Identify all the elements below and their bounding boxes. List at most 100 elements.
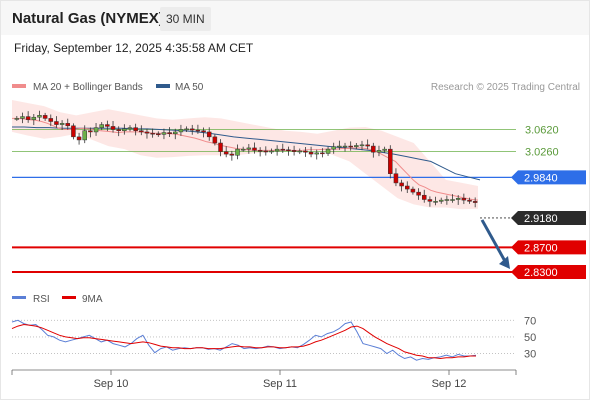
level-label-1: 3.0260 <box>525 147 559 159</box>
candle-body-bearish <box>416 191 421 196</box>
candle-body-bearish <box>399 182 404 187</box>
candle-body-bullish <box>331 146 336 150</box>
x-tick-label-0: Sep 10 <box>94 378 129 390</box>
candle-body-bearish <box>308 151 314 155</box>
forecast-arrow-head <box>499 256 510 269</box>
level-label-3: 2.9180 <box>524 213 558 225</box>
candle <box>376 145 382 157</box>
candle-body-bullish <box>359 144 365 147</box>
candle-body-bearish <box>371 145 376 153</box>
candle-body-bullish <box>246 147 252 150</box>
timeframe-badge[interactable]: 30 MIN <box>160 7 211 31</box>
rsi-legend-swatch <box>12 296 26 299</box>
candle <box>269 148 274 155</box>
level-tag-3 <box>511 210 586 225</box>
rsi-tick-2: 30 <box>524 349 536 361</box>
candle <box>127 125 133 132</box>
candle-body-bearish <box>25 116 31 120</box>
candle-body-bearish <box>88 130 93 133</box>
candle <box>455 195 461 205</box>
candle-body-bearish <box>303 150 308 153</box>
candle-body-bearish <box>229 153 235 156</box>
candle-body-bullish <box>382 148 387 151</box>
candle <box>416 188 421 200</box>
candle-body-bullish <box>240 148 246 151</box>
candle-body-bearish <box>257 150 263 152</box>
candle <box>206 127 212 141</box>
candle-body-bearish <box>467 199 472 202</box>
level-labels-layer: 3.0620 3.0260 2.9840 2.9180 2.8700 2.8300 <box>511 124 586 279</box>
candle <box>105 120 110 132</box>
candle <box>461 193 467 205</box>
candle <box>14 115 20 121</box>
candle <box>410 186 416 195</box>
candle-body-bullish <box>376 150 382 153</box>
candle <box>472 197 478 208</box>
candle <box>320 148 325 158</box>
candle-body-bearish <box>365 144 370 147</box>
candle <box>71 123 76 140</box>
candle-body-bullish <box>450 199 455 201</box>
credit-text: Research © 2025 Trading Central <box>431 82 580 93</box>
ma50-legend-label: MA 50 <box>175 82 204 93</box>
candle <box>189 124 195 135</box>
bollinger-band <box>12 100 478 210</box>
candle <box>337 140 342 150</box>
candle-body-bearish <box>48 118 54 122</box>
candle-body-bullish <box>37 115 42 118</box>
candle-body-bearish <box>223 151 229 155</box>
candle-body-bullish <box>59 123 65 125</box>
candle-body-bearish <box>144 131 150 134</box>
candle-body-bullish <box>235 148 240 156</box>
candle-body-bearish <box>133 127 138 131</box>
candle-body-bearish <box>65 123 71 127</box>
candle <box>257 147 263 157</box>
candle <box>286 146 291 156</box>
candle <box>31 114 37 126</box>
candle <box>297 148 303 155</box>
x-tick-label-2: Sep 12 <box>432 378 467 390</box>
candle <box>274 145 280 156</box>
candle <box>65 118 71 130</box>
level-label-4: 2.8700 <box>524 242 558 254</box>
candle-body-bullish <box>297 150 303 153</box>
candle-body-bearish <box>212 136 218 144</box>
candle-body-bullish <box>274 148 280 152</box>
rsi-tick-0: 70 <box>524 315 536 327</box>
candle <box>42 112 48 121</box>
candle-body-bullish <box>82 130 87 141</box>
candle-body-bullish <box>127 127 133 130</box>
candle <box>427 196 433 207</box>
candle-body-bullish <box>184 128 189 131</box>
ma9-legend-swatch <box>62 296 76 299</box>
candle <box>382 146 387 153</box>
candle <box>303 147 308 157</box>
candle-body-bearish <box>263 150 269 153</box>
candle <box>167 127 172 137</box>
candle <box>156 131 161 137</box>
candle-body-bullish <box>433 201 438 203</box>
candle-body-bearish <box>110 126 116 130</box>
candle <box>314 149 319 160</box>
candle <box>399 179 404 192</box>
rsi-line <box>11 319 477 361</box>
candle <box>20 112 25 124</box>
candle <box>82 125 87 144</box>
candle <box>54 116 59 128</box>
candle-body-bullish <box>14 118 20 120</box>
candle-body-bearish <box>71 125 76 138</box>
candle-body-bullish <box>325 148 331 154</box>
x-tick-label-1: Sep 11 <box>263 378 297 390</box>
candle <box>263 146 269 156</box>
candle <box>25 111 31 123</box>
candle-body-bullish <box>337 145 342 148</box>
candle-body-bearish <box>388 148 393 174</box>
candle <box>93 122 99 136</box>
candle-body-bearish <box>427 199 433 202</box>
candle <box>144 128 150 139</box>
candle <box>59 120 65 130</box>
candle <box>240 146 246 152</box>
candle <box>438 197 444 204</box>
candle <box>229 150 235 161</box>
